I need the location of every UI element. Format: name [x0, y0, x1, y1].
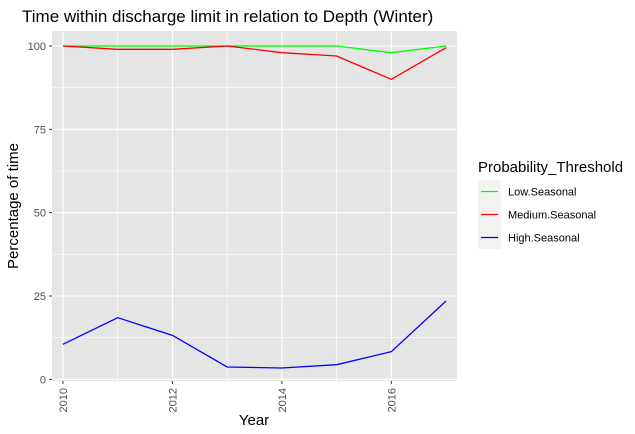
y-tick-label: 100	[28, 41, 46, 53]
y-tick-label: 75	[34, 124, 46, 136]
y-axis: 0 25 50 75 100	[28, 41, 52, 386]
x-tick-label: 2010	[58, 388, 70, 412]
y-tick-label: 50	[34, 208, 46, 220]
x-tick-label: 2014	[277, 388, 289, 412]
y-tick-label: 0	[40, 374, 46, 386]
series-lines	[62, 45, 447, 369]
x-axis: 2010 2012 2014 2016	[58, 381, 398, 412]
legend-title: Probability_Threshold	[478, 159, 623, 176]
legend-item-label: Low.Seasonal	[508, 187, 577, 199]
plot-panel	[52, 31, 457, 381]
y-tick-label: 25	[34, 291, 46, 303]
legend: Probability_Threshold Low.Seasonal Medium…	[478, 159, 623, 249]
x-tick-label: 2016	[386, 388, 398, 412]
series-line-low-seasonal	[62, 45, 447, 54]
x-tick-label: 2012	[167, 388, 179, 412]
legend-item-label: Medium.Seasonal	[508, 210, 596, 222]
chart-title: Time within discharge limit in relation …	[22, 7, 433, 26]
x-axis-label: Year	[239, 412, 269, 429]
series-line-high-seasonal	[62, 300, 447, 369]
y-axis-label: Percentage of time	[5, 143, 22, 269]
legend-item-label: High.Seasonal	[508, 233, 580, 245]
series-line-medium-seasonal	[62, 45, 447, 81]
major-gridlines	[52, 31, 457, 381]
minor-gridlines	[52, 31, 457, 381]
